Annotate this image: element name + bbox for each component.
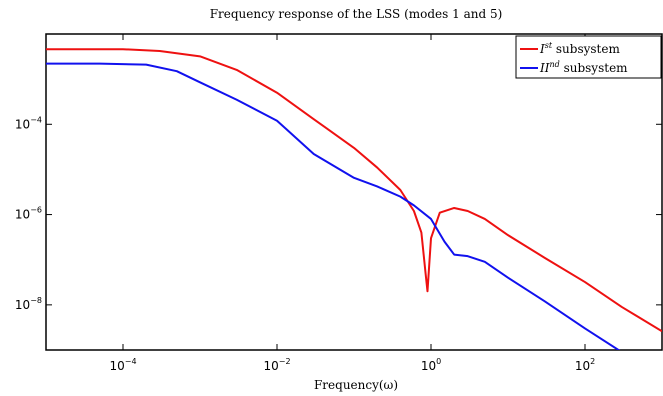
series-line-2 [46, 62, 621, 350]
x-axis-label: Frequency(ω) [314, 378, 398, 392]
x-tick-label: 10−4 [109, 357, 136, 373]
y-tick-label: 10−4 [15, 115, 42, 131]
chart-title: Frequency response of the LSS (modes 1 a… [210, 7, 503, 21]
x-tick-label: 10−2 [263, 357, 290, 373]
legend: Ist subsystem IInd subsystem [515, 35, 662, 79]
plot-area: 10−4 10−2 100 102 10−8 10−6 10−4 [15, 33, 663, 373]
y-tick-label: 10−8 [15, 296, 42, 312]
y-tick-label: 10−6 [15, 206, 42, 222]
ticks-layer: 10−4 10−2 100 102 10−8 10−6 10−4 [15, 34, 662, 373]
legend-box [515, 35, 662, 79]
legend-label-2: IInd subsystem [539, 60, 628, 75]
series-line-1 [46, 48, 662, 333]
x-tick-label: 100 [421, 357, 441, 373]
legend-label-1: Ist subsystem [539, 41, 620, 56]
series-layer [46, 48, 662, 350]
x-tick-label: 102 [575, 357, 595, 373]
axes-frame [45, 33, 663, 351]
